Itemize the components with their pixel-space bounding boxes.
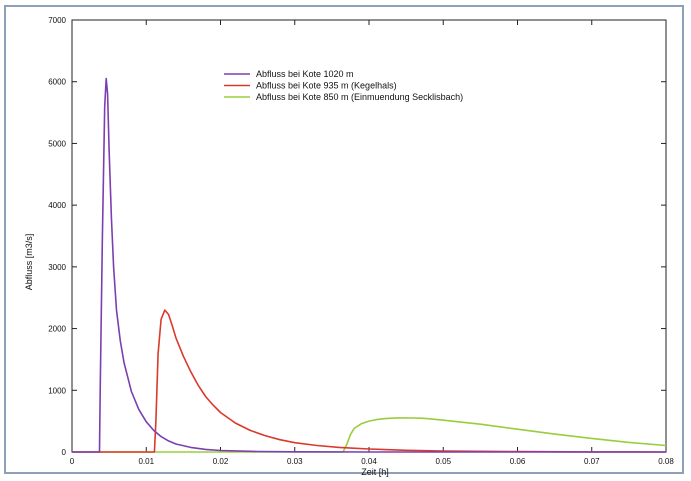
x-tick-label: 0.06	[510, 457, 526, 466]
series-line	[72, 417, 667, 453]
y-tick-label: 4000	[48, 201, 66, 210]
series-line	[72, 77, 666, 453]
series-layer	[72, 77, 667, 453]
y-tick-label: 2000	[48, 325, 66, 334]
legend: Abfluss bei Kote 1020 m Abfluss bei Kote …	[224, 69, 463, 102]
x-tick-label: 0.02	[213, 457, 229, 466]
y-tick-label: 7000	[48, 16, 66, 25]
x-tick-label: 0.05	[435, 457, 451, 466]
x-tick-label: 0	[70, 457, 75, 466]
series-line	[72, 309, 667, 453]
x-tick-label: 0.07	[584, 457, 600, 466]
x-tick-label: 0.01	[138, 457, 154, 466]
y-tick-label: 0	[62, 448, 67, 457]
legend-label: Abfluss bei Kote 935 m (Kegelhals)	[256, 81, 397, 91]
y-tick-label: 1000	[48, 386, 66, 395]
y-tick-label: 3000	[48, 263, 66, 272]
y-tick-label: 5000	[48, 139, 66, 148]
x-axis-label: Zeit [h]	[361, 467, 389, 477]
x-tick-label: 0.03	[287, 457, 303, 466]
y-tick-label: 6000	[48, 78, 66, 87]
x-tick-label: 0.08	[658, 457, 674, 466]
chart-frame	[4, 5, 684, 474]
x-tick-label: 0.04	[361, 457, 377, 466]
y-axis-label: Abfluss [m3/s]	[24, 234, 34, 291]
legend-label: Abfluss bei Kote 850 m (Einmuendung Seck…	[256, 92, 463, 102]
legend-label: Abfluss bei Kote 1020 m	[256, 69, 354, 79]
